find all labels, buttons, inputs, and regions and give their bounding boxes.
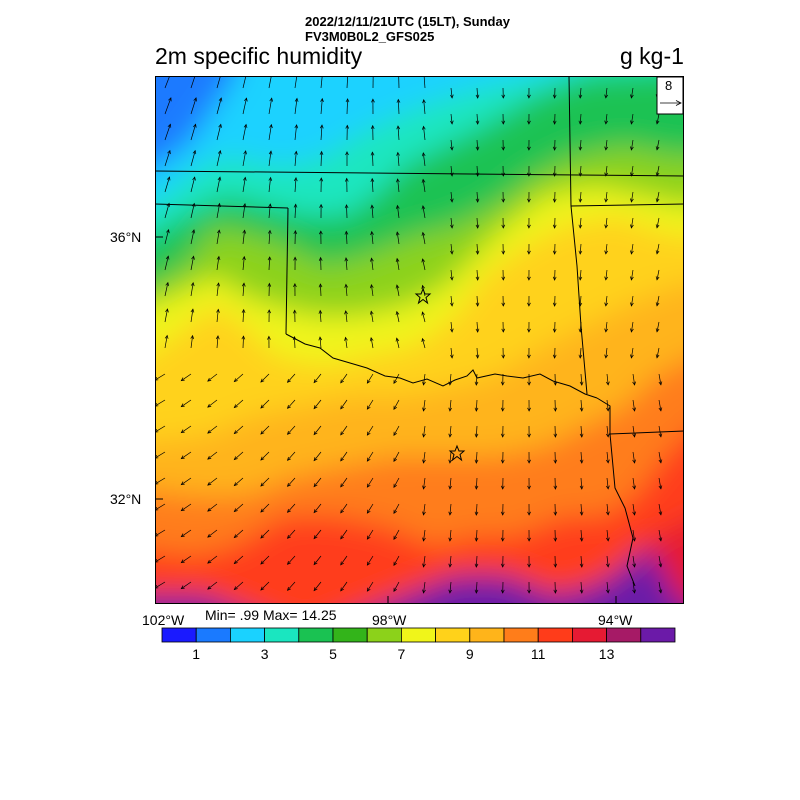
colorbar-swatch [640, 627, 676, 643]
colorbar-swatch [332, 627, 368, 643]
colorbar-swatch [469, 627, 505, 643]
colorbar-label: 3 [261, 646, 269, 662]
plot-title: 2m specific humidity [155, 43, 363, 69]
colorbar-label: 7 [398, 646, 406, 662]
colorbar-swatch [229, 627, 265, 643]
colorbar-label: 1 [192, 646, 200, 662]
station-star-marker [414, 287, 432, 305]
axis-ticks [155, 236, 617, 604]
colorbar-label: 11 [531, 646, 546, 662]
humidity-map [155, 76, 684, 604]
colorbar-swatch [264, 627, 300, 643]
colorbar-swatch [195, 627, 231, 643]
min-max-label: Min= .99 Max= 14.25 [205, 607, 337, 623]
reference-vector-box [656, 76, 684, 115]
state-boundaries [155, 76, 684, 604]
lon-tick-98: 98°W [372, 612, 407, 628]
model-name-label: FV3M0B0L2_GFS025 [305, 29, 435, 44]
map-frame [155, 76, 684, 604]
lon-tick-94: 94°W [598, 612, 633, 628]
lat-tick-36: 36°N [110, 229, 142, 245]
lat-tick-32: 32°N [110, 491, 142, 507]
valid-time-label: 2022/12/11/21UTC (15LT), Sunday [305, 14, 510, 29]
colorbar-swatch [435, 627, 471, 643]
colorbar-swatch [606, 627, 642, 643]
colorbar-swatch [503, 627, 539, 643]
wind-vectors [155, 76, 663, 594]
colorbar-label: 13 [599, 646, 615, 662]
lon-tick-102: 102°W [142, 612, 185, 628]
reference-vector-label: 8 [665, 78, 673, 93]
humidity-field [155, 76, 684, 604]
units-label: g kg-1 [620, 43, 684, 69]
colorbar-swatch [537, 627, 573, 643]
colorbar-swatch [161, 627, 197, 643]
colorbar-swatch [298, 627, 334, 643]
colorbar-label: 9 [466, 646, 474, 662]
colorbar-swatch [366, 627, 402, 643]
colorbar-swatch [400, 627, 436, 643]
colorbar-label: 5 [329, 646, 337, 662]
station-star-marker [448, 444, 466, 462]
colorbar-swatch [572, 627, 608, 643]
